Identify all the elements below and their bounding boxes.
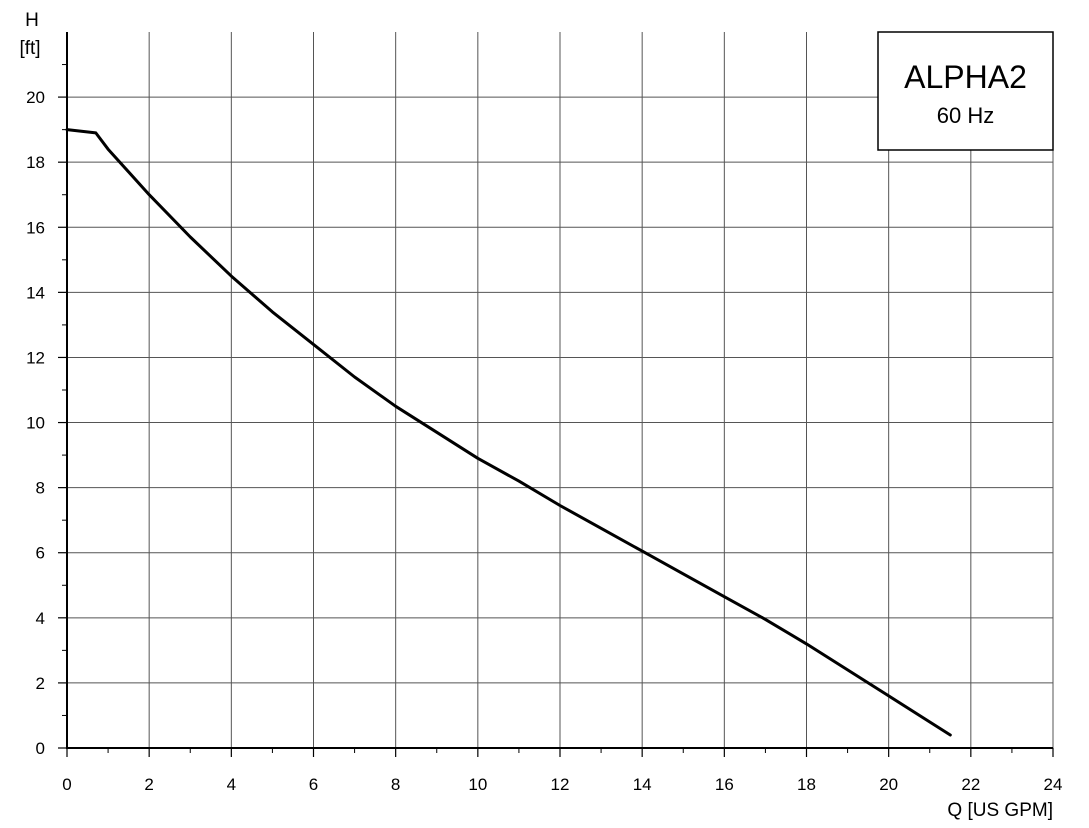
axes <box>58 32 1054 757</box>
y-tick-label: 4 <box>36 609 45 628</box>
legend-box-frame <box>877 31 1054 151</box>
y-axis-symbol: H <box>25 10 39 31</box>
x-tick-label: 2 <box>144 775 153 794</box>
x-tick-label: 20 <box>879 775 898 794</box>
series-group <box>65 128 952 737</box>
x-tick-label: 0 <box>62 775 71 794</box>
y-tick-label: 14 <box>26 283 45 302</box>
legend-box: ALPHA2 60 Hz <box>877 31 1054 151</box>
x-tick-label: 24 <box>1044 775 1063 794</box>
x-tick-label: 6 <box>309 775 318 794</box>
y-tick-label: 2 <box>36 674 45 693</box>
x-tick-label: 18 <box>797 775 816 794</box>
y-tick-labels: 0 2 4 6 8 10 12 14 16 18 20 <box>26 88 45 758</box>
x-tick-label: 4 <box>227 775 236 794</box>
y-tick-label: 6 <box>36 544 45 563</box>
x-tick-labels: 0 2 4 6 8 10 12 14 16 18 20 22 24 <box>62 775 1062 794</box>
x-tick-label: 8 <box>391 775 400 794</box>
x-axis-title: Q [US GPM] <box>947 800 1053 821</box>
legend-title: ALPHA2 <box>904 59 1027 95</box>
y-tick-label: 16 <box>26 218 45 237</box>
y-tick-label: 10 <box>26 414 45 433</box>
y-axis-unit: [ft] <box>19 38 40 59</box>
x-tick-label: 22 <box>961 775 980 794</box>
x-tick-label: 16 <box>715 775 734 794</box>
minor-ticks <box>62 64 1013 753</box>
x-tick-label: 10 <box>468 775 487 794</box>
y-tick-label: 20 <box>26 88 45 107</box>
x-tick-label: 12 <box>551 775 570 794</box>
y-tick-label: 8 <box>36 479 45 498</box>
y-tick-label: 0 <box>36 739 45 758</box>
y-tick-label: 18 <box>26 153 45 172</box>
pump-curve-line <box>65 128 952 737</box>
y-tick-label: 12 <box>26 348 45 367</box>
x-tick-label: 14 <box>633 775 652 794</box>
legend-subtitle: 60 Hz <box>937 103 994 128</box>
